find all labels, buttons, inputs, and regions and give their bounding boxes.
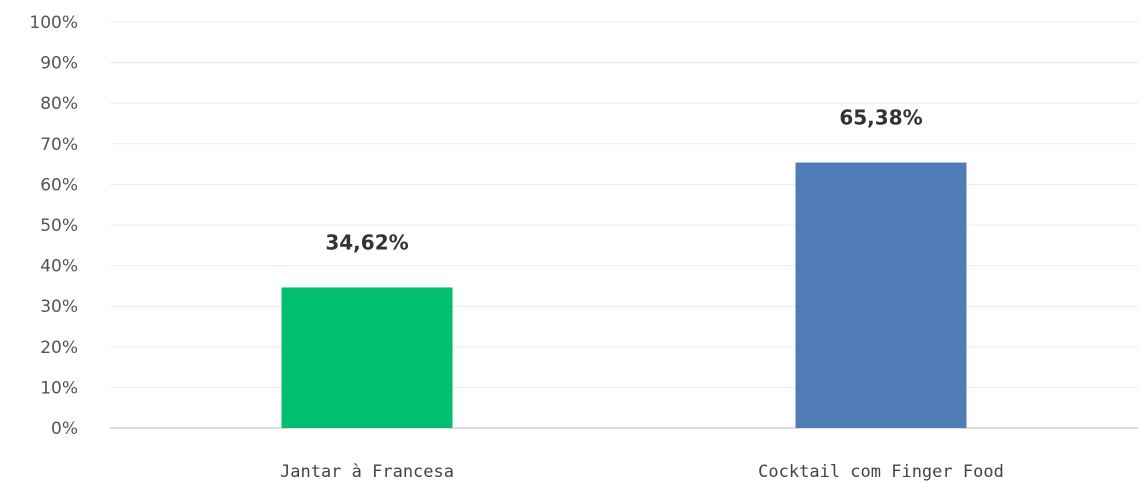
- category-label: Cocktail com Finger Food: [758, 462, 1004, 482]
- gridlines: [110, 21, 1138, 388]
- y-axis-tick-labels: 0% 10% 20% 30% 40% 50% 60% 70% 80% 90% 100%: [29, 13, 78, 439]
- data-labels: 34,62% 65,38%: [325, 106, 922, 255]
- y-tick-label: 90%: [40, 54, 78, 74]
- y-tick-label: 60%: [40, 175, 78, 195]
- y-tick-label: 40%: [40, 257, 78, 277]
- y-tick-label: 20%: [40, 338, 78, 358]
- y-tick-label: 30%: [40, 297, 78, 317]
- data-label: 34,62%: [325, 230, 408, 254]
- bar: [795, 162, 967, 429]
- y-tick-label: 50%: [40, 216, 78, 236]
- bar: [281, 287, 453, 428]
- y-tick-label: 70%: [40, 135, 78, 155]
- category-label: Jantar à Francesa: [280, 462, 454, 482]
- y-tick-label: 0%: [51, 419, 78, 439]
- y-tick-label: 10%: [40, 378, 78, 398]
- x-axis-category-labels: Jantar à Francesa Cocktail com Finger Foo…: [280, 462, 1004, 482]
- bars: [281, 162, 967, 429]
- data-label: 65,38%: [839, 106, 922, 130]
- y-tick-label: 80%: [40, 94, 78, 114]
- y-tick-label: 100%: [29, 13, 78, 33]
